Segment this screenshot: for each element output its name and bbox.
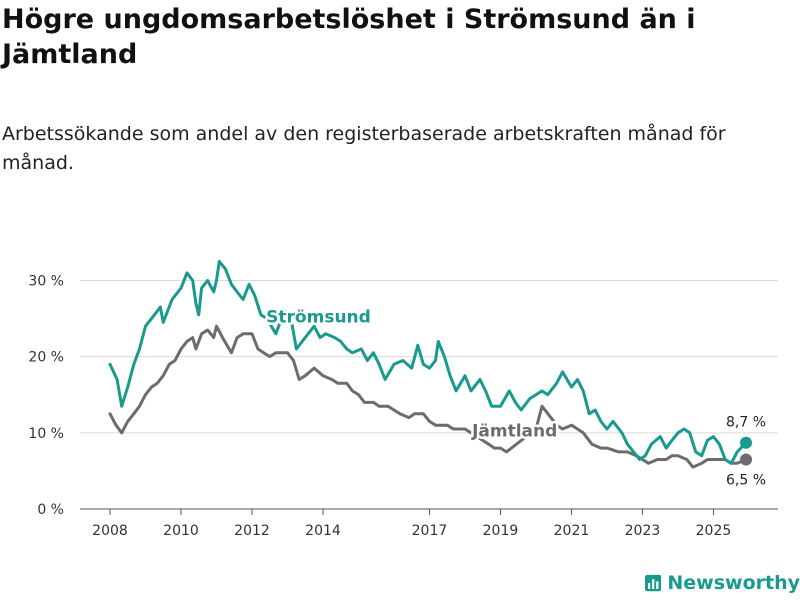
bar-chart-icon <box>645 574 662 592</box>
series-label-halo-stromsund: Strömsund <box>266 307 371 327</box>
end-point-stromsund <box>740 436 752 449</box>
x-tick-label: 2025 <box>696 523 732 539</box>
x-tick-label: 2017 <box>412 523 448 539</box>
x-tick-label: 2019 <box>483 523 519 539</box>
series-label-stromsund: Strömsund <box>266 307 371 327</box>
axes: 0 % 10 % 20 % 30 % 2008 2010 2012 2014 2017 2019 2… <box>28 273 778 539</box>
series-label-halo-jamtland: Jämtland <box>471 422 557 442</box>
series-line-stromsund <box>108 259 748 465</box>
end-value-label-jamtland: 6,5 % <box>726 472 766 488</box>
chart-subtitle: Arbetssökande som andel av den registerb… <box>2 123 726 174</box>
chart-title: Högre ungdomsarbetslöshet i Strömsund än… <box>2 4 696 70</box>
series-label-jamtland: Jämtland <box>471 422 557 442</box>
x-tick-label: 2021 <box>554 523 590 539</box>
x-tick-label: 2008 <box>92 523 128 539</box>
series-lines <box>108 259 748 469</box>
x-tick-label: 2014 <box>305 523 341 539</box>
x-tick-label: 2010 <box>163 523 199 539</box>
brand-name: Newsworthy <box>667 572 800 594</box>
x-tick-label: 2012 <box>234 523 270 539</box>
newsworthy-logo: Newsworthy <box>645 569 800 597</box>
x-tick-label: 2023 <box>625 523 661 539</box>
y-tick-label: 0 % <box>37 502 64 518</box>
end-point-jamtland <box>740 453 752 466</box>
grid-lines <box>80 279 778 434</box>
y-tick-label: 10 % <box>28 426 64 442</box>
y-tick-label: 30 % <box>28 273 64 289</box>
end-value-label-stromsund: 8,7 % <box>726 415 766 431</box>
y-tick-label: 20 % <box>28 350 64 366</box>
